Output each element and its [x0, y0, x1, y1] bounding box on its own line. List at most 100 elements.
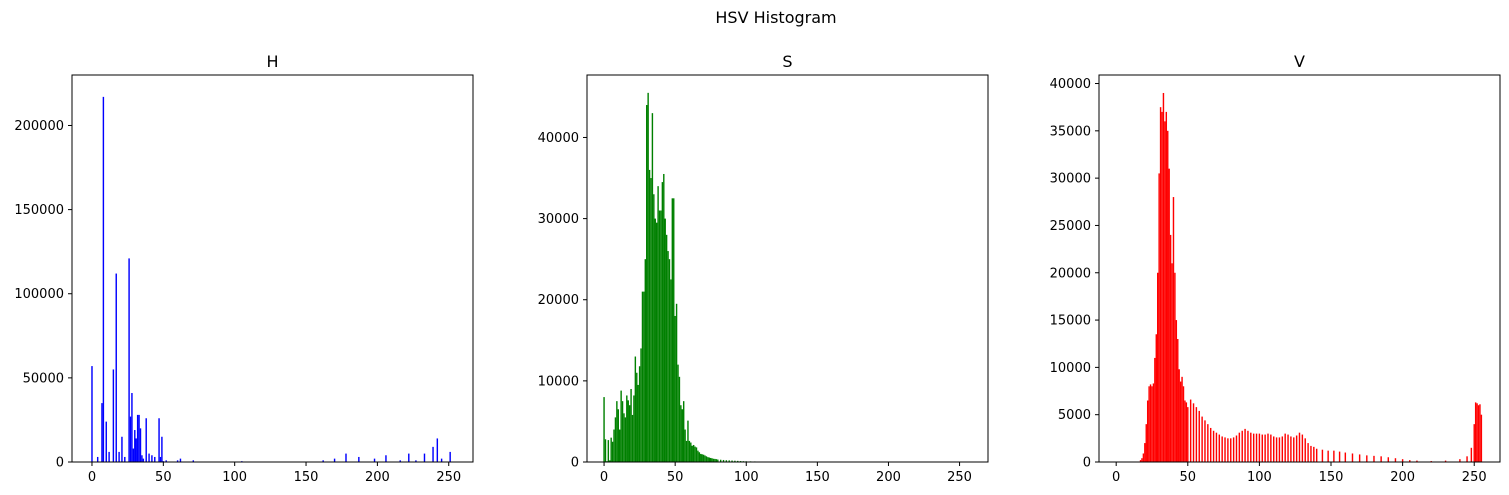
histogram-bar: [644, 259, 647, 462]
x-tick-label: 100: [1247, 470, 1272, 485]
histogram-bar: [136, 414, 139, 462]
y-tick-label: 200000: [14, 119, 64, 134]
histogram-bar: [707, 457, 709, 462]
histogram-bar: [322, 460, 324, 462]
x-tick-label: 200: [876, 470, 901, 485]
y-tick-label: 20000: [1050, 266, 1091, 281]
histogram-bar: [640, 348, 642, 462]
histogram-bar: [121, 436, 123, 462]
histogram-bar: [1165, 111, 1168, 463]
panel-title: V: [1294, 52, 1305, 71]
panel-title: S: [782, 52, 792, 71]
histogram-bar: [148, 453, 150, 462]
histogram-bar: [333, 458, 336, 462]
histogram-bar: [1290, 436, 1292, 462]
histogram-bar: [1169, 234, 1172, 462]
histogram-bar: [626, 395, 628, 462]
histogram-bar: [408, 453, 410, 462]
histogram-bar: [142, 458, 145, 462]
x-tick-label: 50: [1180, 470, 1197, 485]
histogram-bar: [695, 447, 698, 462]
histogram-bar: [1146, 400, 1149, 462]
histogram-bar: [1164, 121, 1166, 463]
histogram-bar: [1177, 338, 1179, 462]
histogram-bar: [1215, 432, 1218, 462]
x-tick-label: 150: [1319, 470, 1344, 485]
histogram-bar: [731, 460, 733, 462]
axes-frame: [1098, 74, 1501, 463]
histogram-bar: [1466, 456, 1468, 462]
histogram-bar: [124, 456, 126, 462]
y-tick-label: 20000: [538, 293, 579, 308]
histogram-bar: [1168, 168, 1170, 463]
histogram-bar: [687, 420, 689, 462]
histogram-bar: [1327, 450, 1329, 462]
y-tick-label: 0: [1083, 456, 1091, 471]
histogram-bar: [1351, 453, 1354, 462]
histogram-bar: [161, 436, 163, 462]
histogram-bar: [1252, 433, 1255, 462]
histogram-bar: [1187, 407, 1189, 462]
histogram-bar: [692, 444, 695, 462]
histogram-bar: [698, 452, 701, 462]
histogram-bar: [1155, 334, 1157, 462]
figure-suptitle: HSV Histogram: [715, 8, 836, 27]
y-tick-label: 50000: [23, 371, 64, 386]
histogram-bar: [641, 291, 644, 462]
histogram-bar: [719, 459, 722, 462]
histogram-bar: [617, 409, 619, 462]
y-tick-label: 5000: [1058, 408, 1091, 423]
histogram-bar: [1201, 416, 1203, 462]
histogram-bar: [1152, 383, 1155, 462]
histogram-bar: [711, 458, 713, 462]
histogram-bar: [690, 442, 692, 462]
y-tick-label: 35000: [1050, 124, 1091, 139]
histogram-bar: [1167, 130, 1169, 462]
histogram-bar: [1247, 430, 1249, 462]
histogram-bar: [151, 455, 153, 462]
histogram-panels: H0 50 100 150 200 250050000100000150000200000…: [14, 52, 1501, 485]
histogram-bar: [1380, 456, 1382, 462]
histogram-bar: [668, 259, 671, 462]
histogram-bar: [399, 460, 401, 462]
histogram-bar: [620, 390, 622, 462]
histogram-bar: [631, 414, 634, 462]
histogram-bar: [675, 303, 678, 462]
x-tick-label: 150: [294, 470, 319, 485]
histogram-bar: [1151, 386, 1153, 462]
histogram-bar: [1275, 437, 1278, 462]
histogram-bar: [373, 458, 376, 462]
histogram-bar: [440, 458, 443, 462]
x-tick-label: 50: [155, 470, 172, 485]
histogram-bar: [141, 455, 143, 462]
histogram-bar: [1182, 386, 1185, 462]
histogram-bar: [700, 453, 702, 462]
histogram-bar: [663, 173, 665, 463]
histogram-bar: [1157, 272, 1159, 462]
histogram-bar: [1295, 435, 1298, 462]
histogram-bar: [651, 113, 654, 462]
x-tick-label: 250: [1462, 470, 1487, 485]
x-tick-label: 150: [805, 470, 830, 485]
histogram-bar: [1159, 107, 1162, 463]
y-tick-label: 40000: [1050, 77, 1091, 92]
histogram-bar: [1139, 460, 1142, 462]
y-tick-label: 15000: [1050, 314, 1091, 329]
histogram-bar: [1207, 424, 1209, 462]
histogram-bar: [684, 429, 686, 462]
histogram-bar: [658, 210, 661, 462]
histogram-bar: [129, 416, 132, 462]
histogram-bar: [722, 459, 725, 462]
histogram-bar: [1267, 433, 1269, 462]
histogram-bar: [91, 366, 93, 462]
histogram-bar: [1184, 400, 1186, 462]
histogram-bar: [704, 455, 706, 462]
histogram-bar: [688, 440, 691, 462]
histogram-bar: [108, 451, 110, 462]
histogram-bar: [1154, 357, 1156, 462]
panel-title: H: [266, 52, 278, 71]
histogram-bar: [1209, 427, 1212, 462]
histogram-bar: [1470, 447, 1473, 462]
histogram-bar: [192, 460, 195, 462]
histogram-bar: [647, 92, 649, 462]
